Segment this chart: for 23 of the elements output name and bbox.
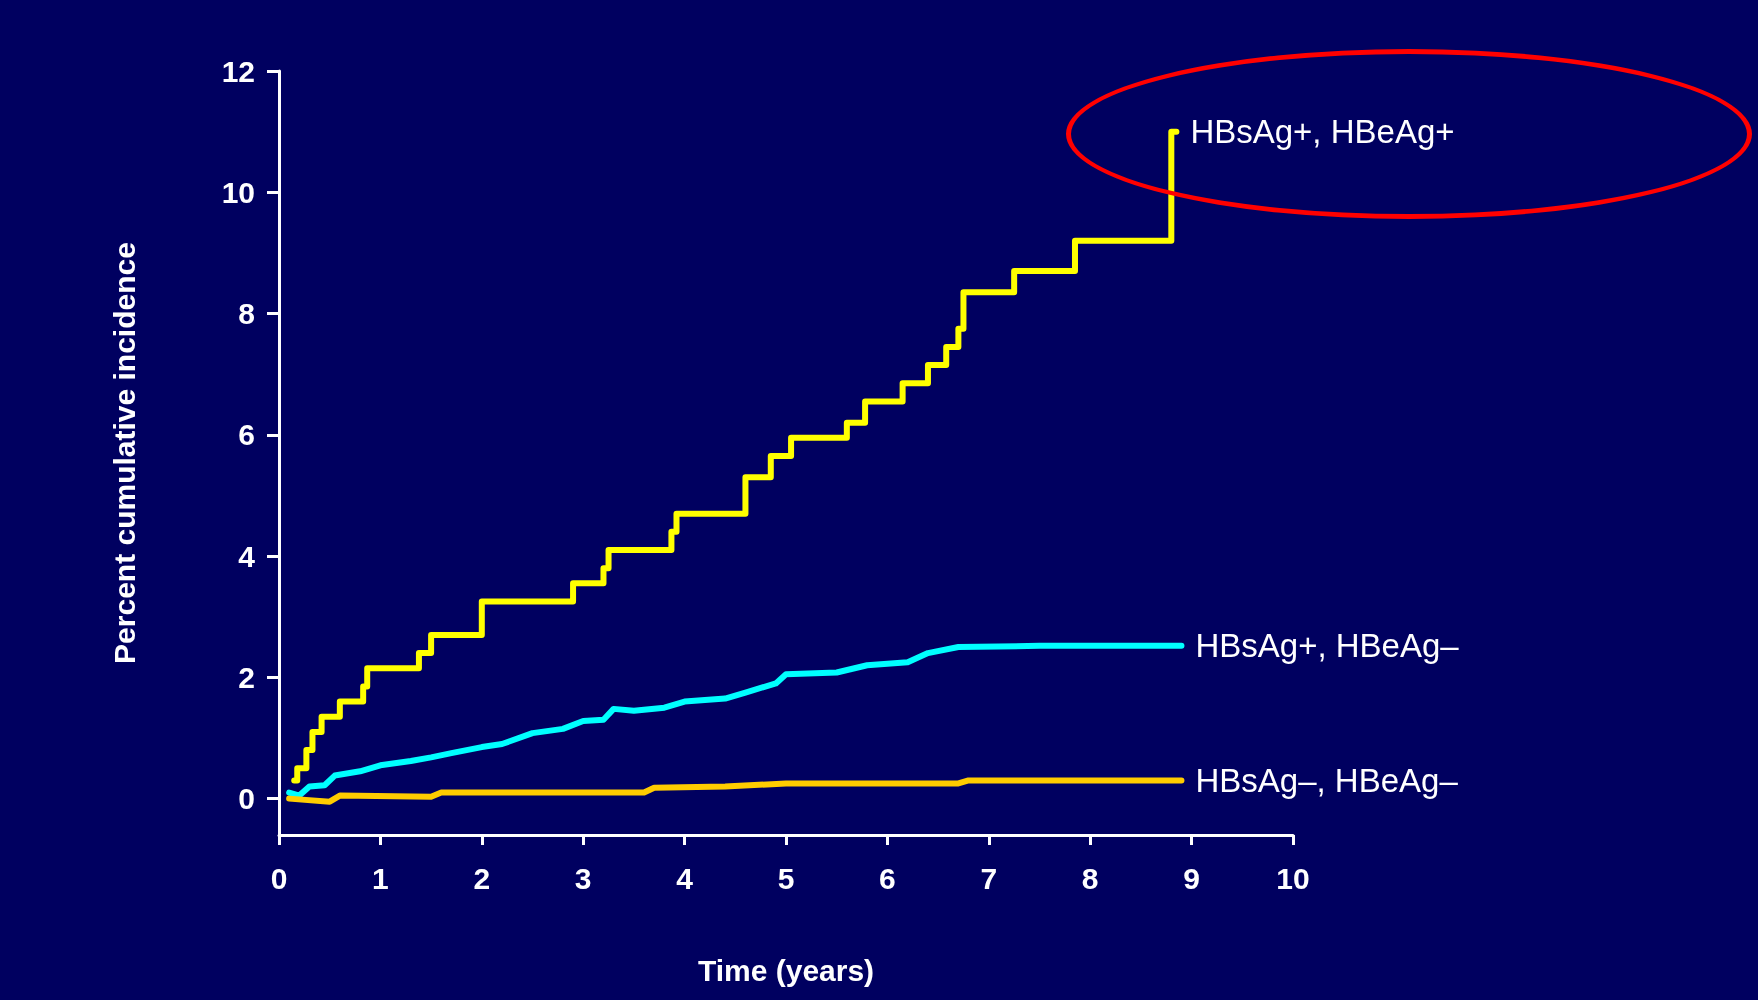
y-tick-label: 12 — [221, 54, 255, 88]
series-label: HBsAg+, HBeAg– — [1195, 627, 1460, 665]
x-tick-label: 1 — [372, 861, 389, 895]
series-label: HBsAg–, HBeAg– — [1195, 761, 1459, 799]
x-axis-title: Time (years) — [697, 953, 875, 987]
x-tick-label: 4 — [676, 861, 694, 895]
x-tick-label: 3 — [574, 861, 592, 895]
x-tick-label: 6 — [879, 861, 896, 895]
x-tick-label: 2 — [473, 861, 491, 895]
x-tick-label: 7 — [980, 861, 998, 895]
x-tick-label: 5 — [777, 861, 795, 895]
x-tick-label: 0 — [270, 861, 288, 895]
x-tick-label: 10 — [1276, 861, 1310, 895]
y-tick-label: 4 — [238, 539, 256, 573]
series-label: HBsAg+, HBeAg+ — [1190, 113, 1455, 151]
y-tick-label: 6 — [238, 418, 255, 452]
y-tick-label: 0 — [238, 782, 255, 816]
y-axis-title: Percent cumulative incidence — [107, 242, 141, 664]
y-tick-label: 2 — [238, 660, 255, 694]
y-tick-label: 10 — [221, 175, 255, 209]
y-tick-label: 8 — [238, 297, 255, 331]
x-tick-label: 8 — [1081, 861, 1099, 895]
x-tick-label: 9 — [1183, 861, 1200, 895]
